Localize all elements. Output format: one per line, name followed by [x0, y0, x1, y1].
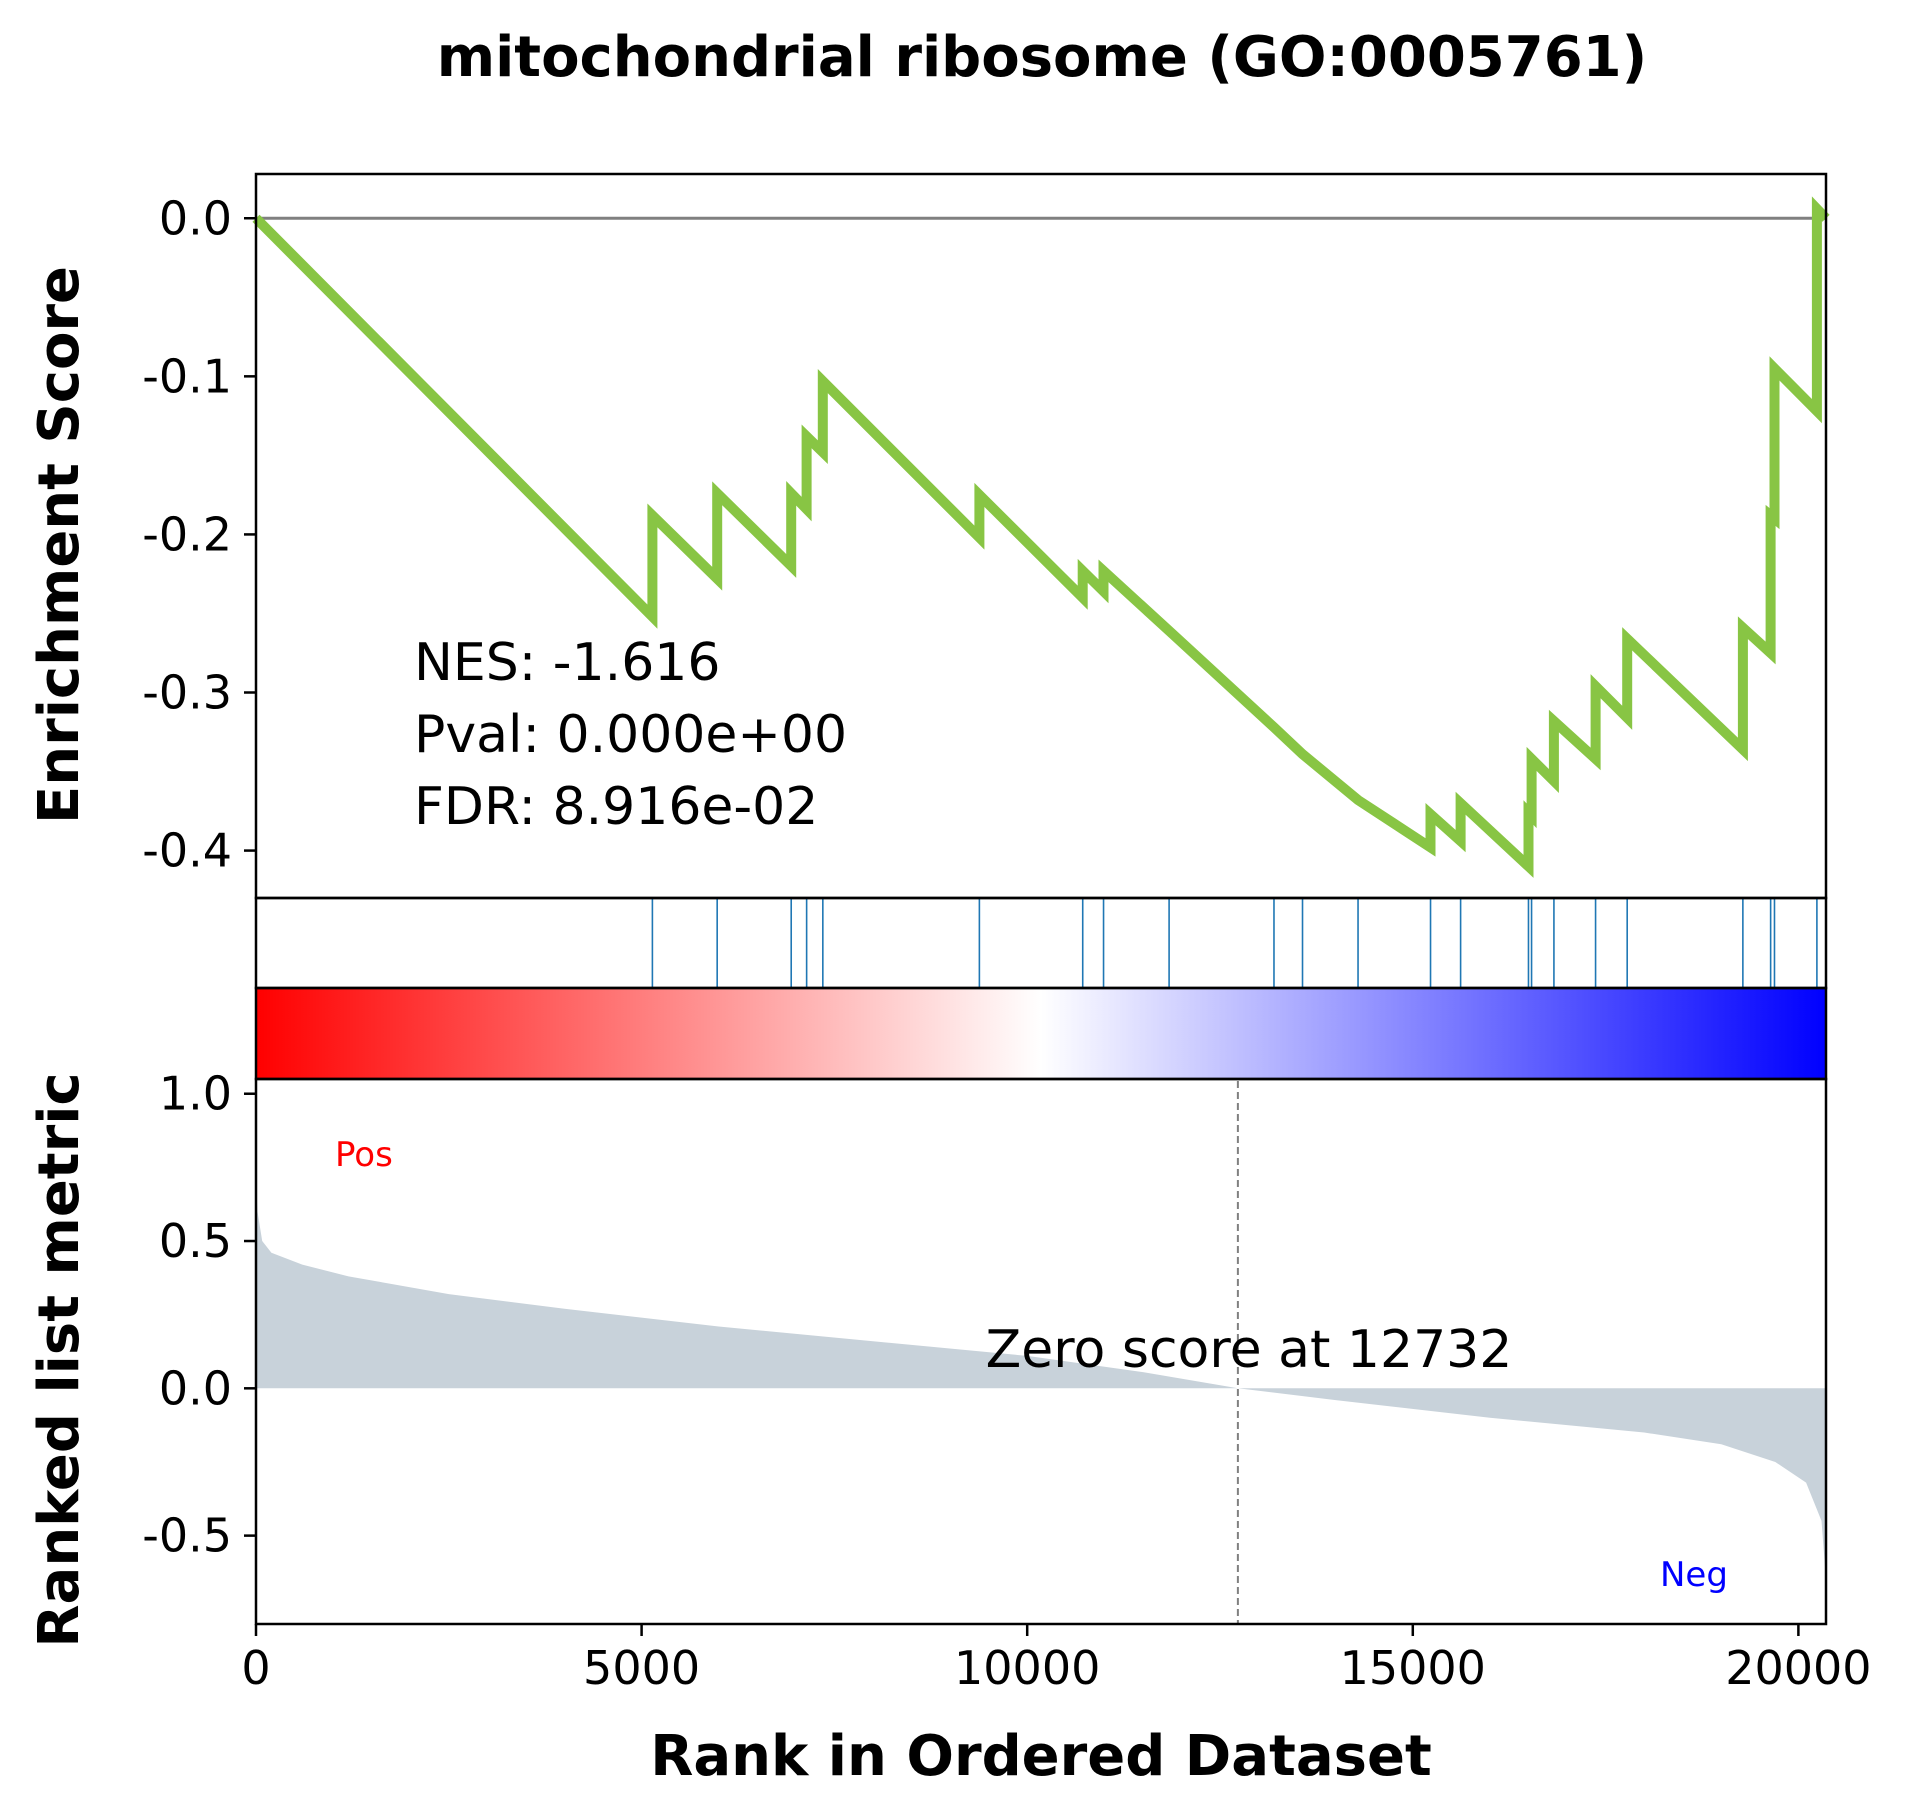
es-y-tick-label: -0.3 — [142, 665, 232, 719]
metric-y-tick-label: -0.5 — [142, 1509, 232, 1563]
metric-y-axis-label: Ranked list metric — [27, 1072, 92, 1647]
zero-score-label: Zero score at 12732 — [986, 1320, 1513, 1380]
x-axis-label: Rank in Ordered Dataset — [650, 1724, 1431, 1789]
chart-title: mitochondrial ribosome (GO:0005761) — [437, 25, 1647, 90]
nes-text: NES: -1.616 — [414, 633, 720, 693]
metric-y-ticks: 1.0 0.5 0.0 -0.5 — [142, 1067, 256, 1563]
ranked-metric-area — [256, 1182, 1826, 1580]
metric-y-tick-label: 0.5 — [159, 1214, 232, 1268]
metric-y-tick-label: 1.0 — [159, 1067, 232, 1121]
hits-panel — [651, 898, 1818, 988]
es-y-axis-label: Enrichment Score — [27, 266, 92, 824]
es-y-tick-label: -0.1 — [142, 349, 232, 403]
x-tick-label: 15000 — [1340, 1641, 1486, 1695]
es-y-tick-label: -0.4 — [142, 824, 232, 878]
enrichment-score-panel: 0.0 -0.1 -0.2 -0.3 -0.4 NES: -1.616 Pval: 0.… — [27, 191, 1830, 878]
es-y-tick-label: -0.2 — [142, 507, 232, 561]
x-tick-label: 0 — [241, 1641, 270, 1695]
fdr-text: FDR: 8.916e-02 — [414, 777, 818, 837]
rank-colorbar — [256, 988, 1826, 1079]
pval-text: Pval: 0.000e+00 — [414, 705, 847, 765]
enrichment-score-line — [252, 196, 1830, 878]
ranked-metric-panel: 1.0 0.5 0.0 -0.5 Zero score at 12732 Pos Ne… — [27, 1067, 1826, 1648]
neg-label: Neg — [1660, 1555, 1728, 1595]
es-y-ticks: 0.0 -0.1 -0.2 -0.3 -0.4 — [142, 191, 256, 878]
pos-label: Pos — [335, 1135, 393, 1175]
es-y-tick-label: 0.0 — [159, 191, 232, 245]
x-tick-label: 10000 — [954, 1641, 1100, 1695]
metric-panel-frame — [254, 1077, 1828, 1626]
metric-y-tick-label: 0.0 — [159, 1361, 232, 1415]
hits-panel-frame — [254, 896, 1828, 990]
x-tick-label: 20000 — [1725, 1641, 1871, 1695]
x-ticks: 0 5000 10000 15000 20000 — [241, 1624, 1872, 1695]
x-tick-label: 5000 — [583, 1641, 700, 1695]
